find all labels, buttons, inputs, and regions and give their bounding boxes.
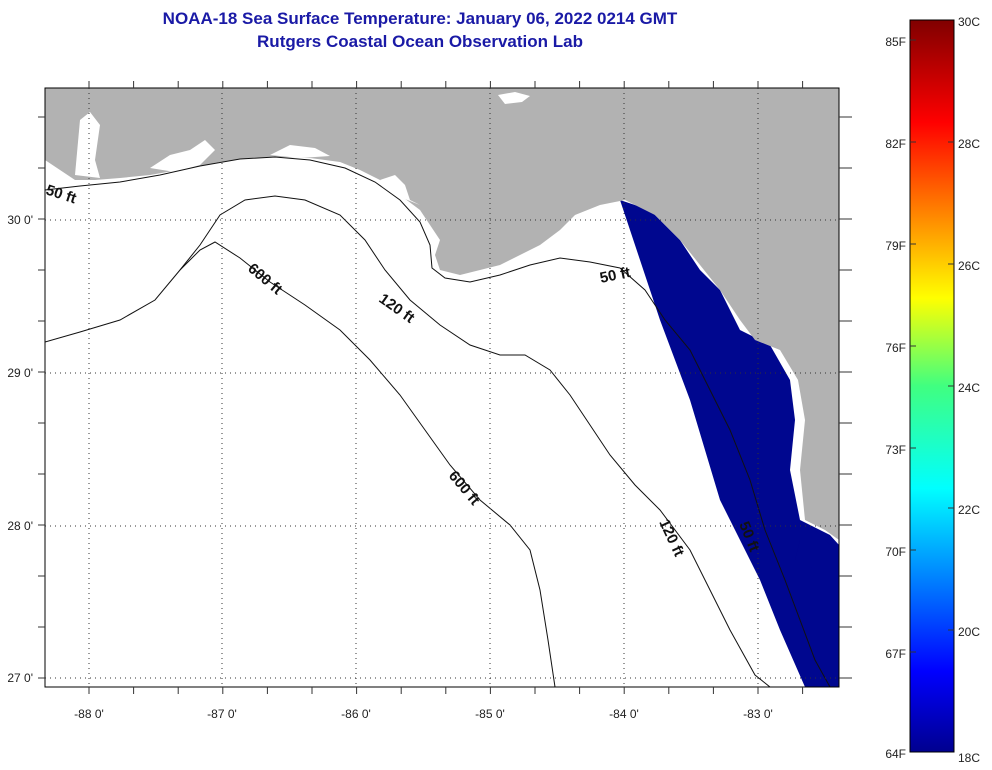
map-title: NOAA-18 Sea Surface Temperature: January… bbox=[162, 9, 678, 28]
longitude-label: -86 0' bbox=[341, 707, 371, 721]
contour-line-50ft bbox=[45, 156, 831, 687]
longitude-label: -85 0' bbox=[475, 707, 505, 721]
sst-swath bbox=[620, 200, 839, 687]
tick-marks bbox=[38, 81, 852, 694]
longitude-label: -87 0' bbox=[207, 707, 237, 721]
longitude-label: -83 0' bbox=[743, 707, 773, 721]
land-mass bbox=[45, 88, 839, 540]
map-subtitle: Rutgers Coastal Ocean Observation Lab bbox=[257, 32, 583, 51]
colorbar-fahrenheit-label: 70F bbox=[885, 545, 906, 559]
latitude-label: 29 0' bbox=[7, 366, 33, 380]
colorbar-celsius-label: 24C bbox=[958, 381, 980, 395]
temperature-colorbar bbox=[909, 19, 955, 753]
latitude-label: 30 0' bbox=[7, 213, 33, 227]
longitude-label: -88 0' bbox=[74, 707, 104, 721]
bay-shape bbox=[380, 175, 420, 205]
colorbar-fahrenheit-label: 76F bbox=[885, 341, 906, 355]
colorbar-fahrenheit-label: 79F bbox=[885, 239, 906, 253]
colorbar-celsius-label: 28C bbox=[958, 137, 980, 151]
latitude-label: 27 0' bbox=[7, 671, 33, 685]
colorbar-fahrenheit-label: 73F bbox=[885, 443, 906, 457]
map-frame bbox=[44, 87, 840, 688]
longitude-label: -84 0' bbox=[609, 707, 639, 721]
colorbar-fahrenheit-label: 67F bbox=[885, 647, 906, 661]
colorbar-celsius-label: 26C bbox=[958, 259, 980, 273]
colorbar-celsius-label: 30C bbox=[958, 15, 980, 29]
bay-shape bbox=[270, 145, 330, 158]
colorbar-celsius-label: 22C bbox=[958, 503, 980, 517]
colorbar-fahrenheit-label: 85F bbox=[885, 35, 906, 49]
contour-line-600ft bbox=[179, 241, 556, 687]
colorbar-fahrenheit-label: 82F bbox=[885, 137, 906, 151]
colorbar-ticks bbox=[910, 39, 954, 653]
colorbar-celsius-label: 18C bbox=[958, 751, 980, 765]
latitude-label: 28 0' bbox=[7, 519, 33, 533]
bay-shape bbox=[150, 140, 215, 172]
sst-bay-patch bbox=[795, 530, 830, 575]
bay-shape bbox=[75, 112, 100, 178]
contour-line-120ft bbox=[45, 195, 771, 687]
contour-label: 50 ft bbox=[598, 264, 632, 287]
colorbar-celsius-label: 20C bbox=[958, 625, 980, 639]
colorbar-fahrenheit-label: 64F bbox=[885, 747, 906, 761]
lake-shape bbox=[498, 92, 530, 104]
